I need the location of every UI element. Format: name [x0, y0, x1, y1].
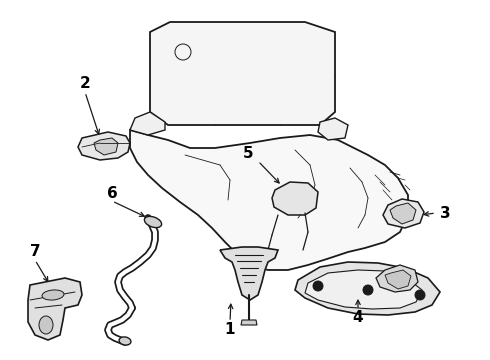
Text: 5: 5	[243, 145, 253, 161]
Text: 4: 4	[353, 310, 363, 325]
Circle shape	[313, 281, 323, 291]
Polygon shape	[220, 247, 278, 300]
Text: 3: 3	[440, 206, 450, 220]
Polygon shape	[376, 265, 418, 292]
Polygon shape	[305, 270, 422, 309]
Polygon shape	[318, 118, 348, 140]
Text: 6: 6	[107, 185, 118, 201]
Polygon shape	[130, 112, 165, 135]
Polygon shape	[295, 262, 440, 315]
Circle shape	[415, 290, 425, 300]
Ellipse shape	[39, 316, 53, 334]
Polygon shape	[241, 320, 257, 325]
Ellipse shape	[42, 290, 64, 300]
Polygon shape	[94, 138, 118, 155]
Text: 1: 1	[225, 323, 235, 338]
Polygon shape	[385, 270, 411, 289]
Ellipse shape	[145, 216, 162, 228]
Polygon shape	[383, 199, 424, 228]
Polygon shape	[272, 182, 318, 215]
Polygon shape	[130, 130, 408, 270]
Circle shape	[363, 285, 373, 295]
Polygon shape	[390, 203, 416, 224]
Ellipse shape	[119, 337, 131, 345]
Polygon shape	[150, 22, 335, 125]
Text: 2: 2	[80, 76, 90, 90]
Text: 7: 7	[30, 244, 40, 260]
Polygon shape	[78, 132, 130, 160]
Polygon shape	[28, 278, 82, 340]
